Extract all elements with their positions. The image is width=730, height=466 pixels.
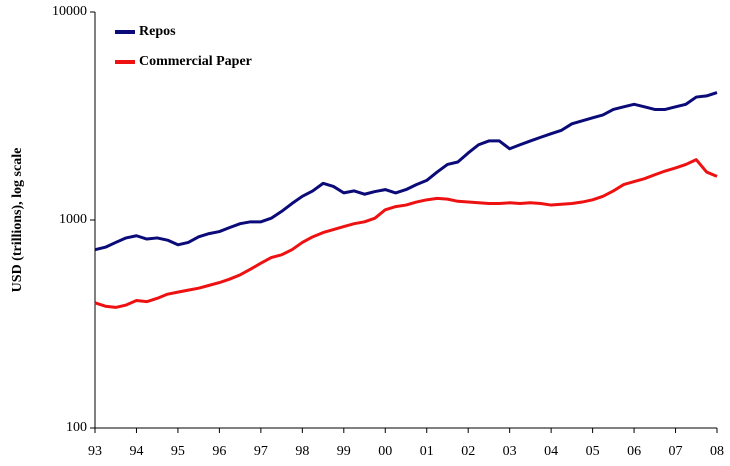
series-line [94,158,718,309]
x-tick-label: 98 [295,444,309,459]
y-tick-label: 100 [66,420,87,435]
x-tick-label: 97 [254,444,268,459]
x-tick-label: 95 [171,444,185,459]
y-tick-label: 1000 [59,212,87,227]
x-tick-label: 08 [710,444,724,459]
y-axis-label: USD (trillions), log scale [10,148,25,293]
legend-label: Commercial Paper [139,54,252,69]
x-tick-label: 02 [461,444,475,459]
x-tick-label: 93 [88,444,102,459]
x-tick-label: 07 [669,444,683,459]
y-tick-label: 10000 [52,4,87,19]
x-tick-label: 05 [586,444,600,459]
legend-label: Repos [139,24,176,39]
x-tick-label: 06 [627,444,641,459]
series-line [94,91,718,252]
x-tick-label: 96 [212,444,226,459]
x-tick-label: 00 [378,444,392,459]
x-tick-label: 03 [503,444,517,459]
x-tick-label: 01 [420,444,434,459]
x-tick-label: 99 [337,444,351,459]
x-tick-label: 94 [129,444,143,459]
x-tick-label: 04 [544,444,558,459]
